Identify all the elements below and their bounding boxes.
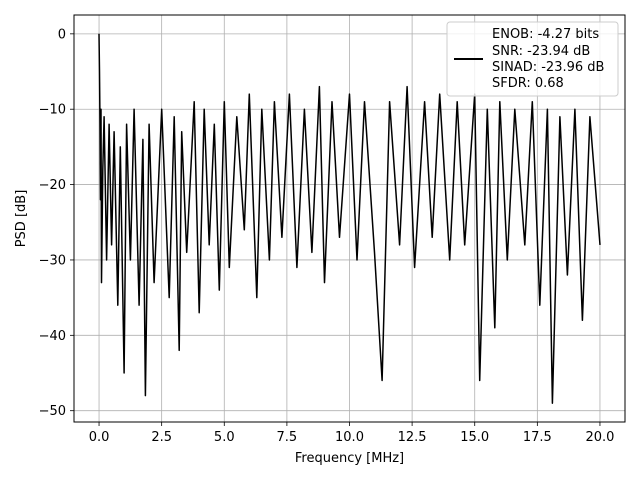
y-tick-label: −30 bbox=[39, 253, 66, 268]
axis-ticks: 0.0 2.5 5.0 7.5 10.0 12.5 15.0 17.5 20.0 0 −10 −20 −… bbox=[39, 27, 615, 445]
x-axis-label: Frequency [MHz] bbox=[295, 451, 404, 466]
x-tick-label: 12.5 bbox=[398, 430, 427, 445]
x-tick-label: 2.5 bbox=[151, 430, 172, 445]
x-tick-label: 7.5 bbox=[277, 430, 298, 445]
x-tick-label: 10.0 bbox=[335, 430, 364, 445]
y-tick-label: −50 bbox=[39, 404, 66, 419]
psd-series-line bbox=[98, 33, 601, 404]
x-tick-label: 15.0 bbox=[460, 430, 489, 445]
legend-line-sfdr: SFDR: 0.68 bbox=[492, 76, 564, 91]
x-tick-label: 17.5 bbox=[523, 430, 552, 445]
x-tick-label: 0.0 bbox=[89, 430, 110, 445]
x-tick-label: 20.0 bbox=[585, 430, 614, 445]
y-axis-label: PSD [dB] bbox=[14, 190, 29, 248]
legend-line-enob: ENOB: -4.27 bits bbox=[492, 27, 599, 42]
x-tick-label: 5.0 bbox=[214, 430, 235, 445]
y-tick-label: −10 bbox=[39, 103, 66, 118]
series-layer bbox=[98, 33, 601, 404]
y-tick-label: −20 bbox=[39, 178, 66, 193]
legend-line-snr: SNR: -23.94 dB bbox=[492, 44, 590, 59]
y-tick-label: −40 bbox=[39, 329, 66, 344]
y-tick-label: 0 bbox=[58, 27, 66, 42]
legend: ENOB: -4.27 bits SNR: -23.94 dB SINAD: -… bbox=[446, 21, 619, 97]
legend-box bbox=[446, 21, 619, 97]
legend-line-sinad: SINAD: -23.96 dB bbox=[492, 60, 604, 75]
